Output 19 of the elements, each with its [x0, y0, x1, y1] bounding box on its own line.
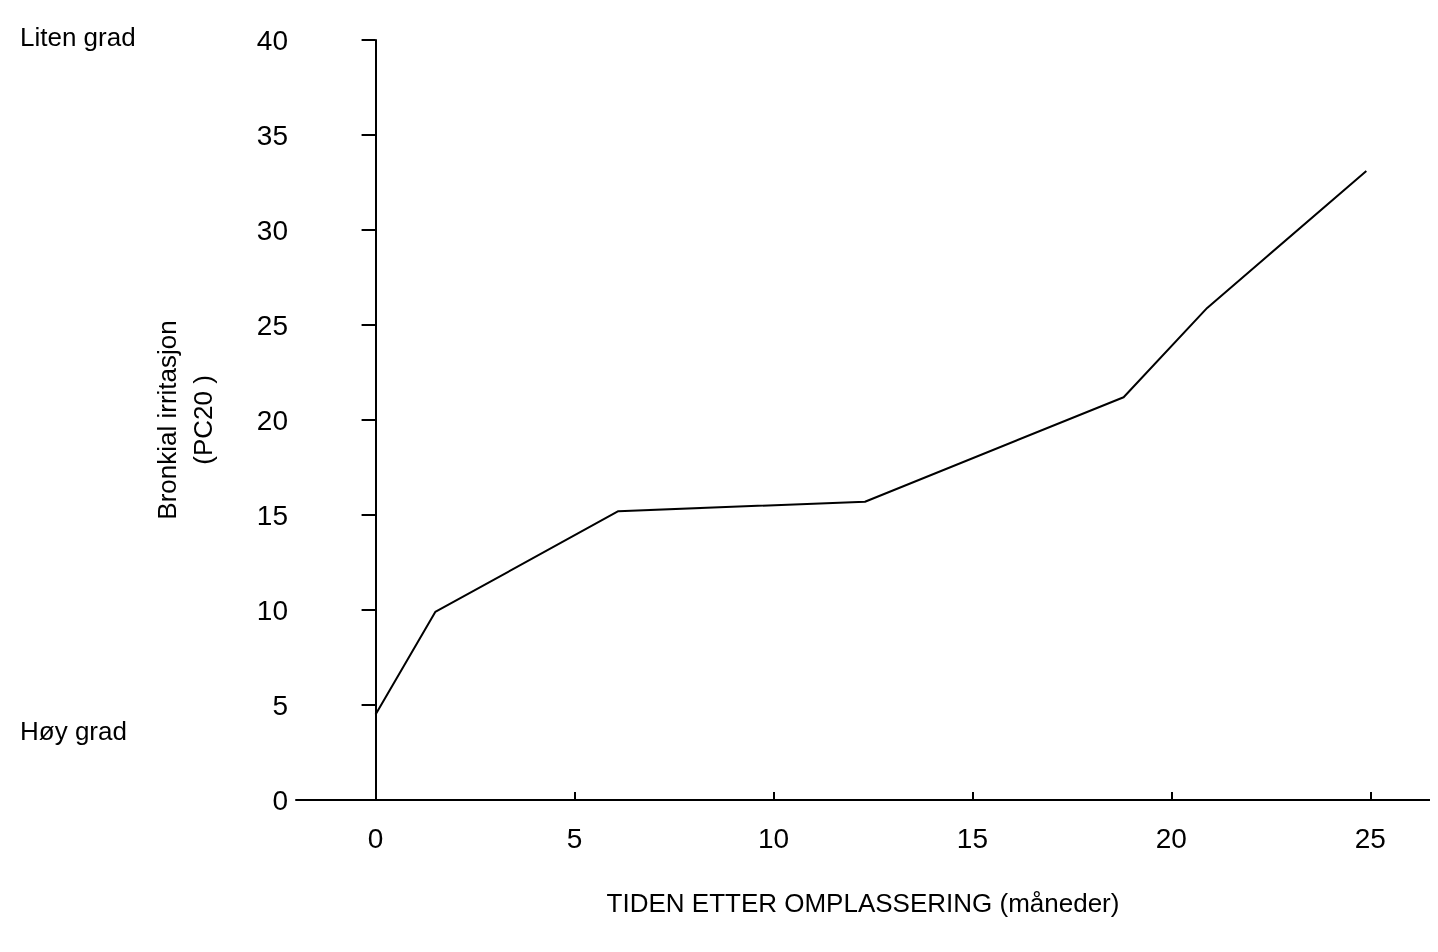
x-axis-title: TIDEN ETTER OMPLASSERING (måneder) — [606, 888, 1120, 918]
y-tick-label: 10 — [256, 594, 288, 626]
x-tick-label: 10 — [757, 822, 790, 854]
x-tick-label: 0 — [367, 822, 384, 854]
y-tick-label: 25 — [256, 309, 288, 341]
y-tick-label: 5 — [272, 689, 288, 721]
y-tick-label: 40 — [256, 24, 288, 56]
text: Liten grad — [20, 22, 136, 52]
x-tick-label: 5 — [566, 822, 583, 854]
y-tick-label: 35 — [256, 119, 288, 151]
y-tick-label: 15 — [256, 499, 288, 531]
y-axis-title: Bronkial irritasjon (PC20 ) — [152, 320, 218, 520]
y-tick-label: 20 — [256, 404, 288, 436]
text: Høy grad — [20, 716, 127, 746]
x-tick-label: 15 — [956, 822, 988, 854]
y-tick-label: 30 — [256, 214, 288, 246]
x-tick-label: 20 — [1155, 822, 1187, 854]
x-tick-label: 25 — [1354, 822, 1386, 854]
y-tick-label: 0 — [272, 784, 288, 816]
